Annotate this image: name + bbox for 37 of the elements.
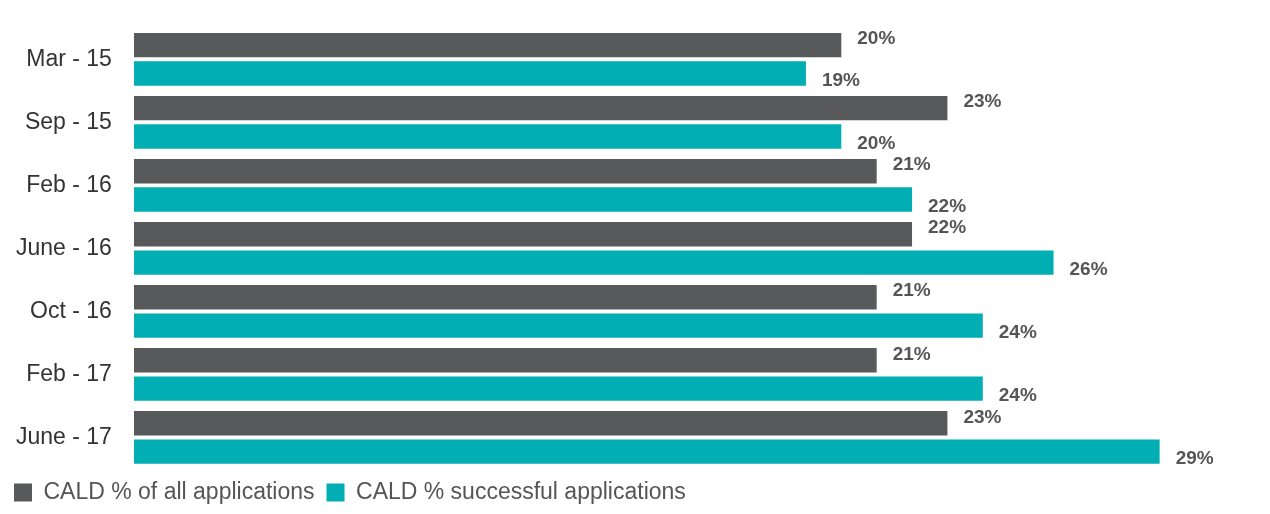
bar [133,95,948,121]
bar [133,250,1054,275]
legend-label: CALD % of all applications [43,477,315,504]
data-label: 20% [857,27,896,49]
bar [133,411,948,436]
data-label: 21% [892,153,931,175]
data-label: 24% [998,320,1037,342]
data-label: 22% [928,194,967,216]
y-tick-label: Mar - 15 [26,44,112,71]
bar [133,285,877,310]
bar [133,61,806,86]
bar [133,222,913,247]
bar [133,376,983,401]
y-tick-label: Oct - 16 [30,296,112,323]
bar [133,187,913,212]
data-label: 23% [963,90,1002,112]
data-label: 20% [857,131,896,153]
y-tick-label: June - 17 [15,422,112,449]
data-label: 19% [821,68,861,90]
legend-label: CALD % successful applications [356,477,686,504]
data-label: 21% [892,279,931,301]
data-label: 22% [928,216,967,238]
data-label: 21% [892,342,931,364]
bar [133,124,842,149]
data-label: 24% [998,383,1037,405]
y-tick-label: June - 16 [15,233,112,260]
y-tick-label: Feb - 16 [26,170,112,197]
y-tick-label: Feb - 17 [26,359,112,386]
data-label: 23% [963,405,1002,427]
bar [133,32,842,58]
data-label: 29% [1175,446,1214,468]
data-label: 26% [1069,257,1108,279]
bar [133,348,877,373]
bar [133,158,877,184]
y-tick-label: Sep - 15 [24,107,112,134]
bar [133,313,983,338]
bar [133,439,1160,464]
